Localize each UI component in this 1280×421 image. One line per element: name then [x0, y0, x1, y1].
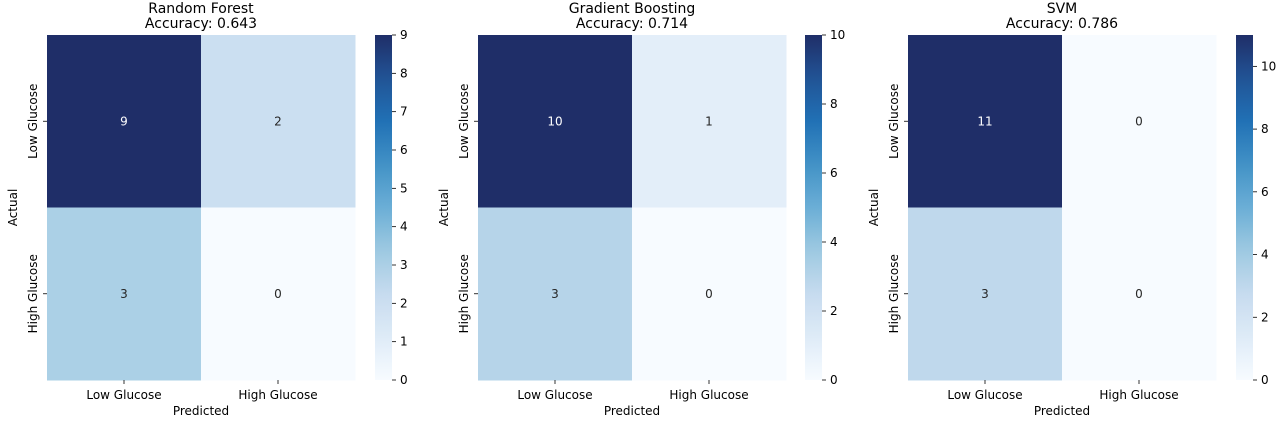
- y-axis-label: Actual: [437, 189, 451, 227]
- colorbar-tick-label: 10: [1261, 59, 1276, 73]
- colorbar-tick-label: 0: [1261, 373, 1269, 387]
- colorbar-tick-label: 8: [1261, 122, 1269, 136]
- colorbar-tick-label: 4: [400, 220, 408, 234]
- colorbar-tick-label: 8: [400, 66, 408, 80]
- cell-value-label: 11: [977, 114, 992, 128]
- heatmap-cell: [47, 207, 202, 381]
- colorbar-tick-label: 0: [400, 373, 408, 387]
- colorbar-tick-label: 5: [400, 181, 408, 195]
- y-axis-label: Actual: [867, 189, 881, 227]
- colorbar-tick-label: 2: [1261, 310, 1269, 324]
- cell-value-label: 0: [1135, 287, 1143, 301]
- y-tick-label: Low Glucose: [457, 84, 471, 159]
- colorbar-tick-label: 3: [400, 258, 408, 272]
- x-tick-label: Low Glucose: [517, 388, 592, 402]
- heatmap-cell: [201, 207, 356, 381]
- x-axis-label: Predicted: [173, 404, 229, 418]
- heatmap-cell: [1062, 35, 1217, 208]
- colorbar-tick-label: 6: [400, 143, 408, 157]
- y-tick-label: Low Glucose: [887, 84, 901, 159]
- y-tick-label: High Glucose: [26, 254, 40, 333]
- chart-title: Random Forest: [148, 1, 254, 17]
- cell-value-label: 0: [1135, 114, 1143, 128]
- chart-title: Gradient Boosting: [569, 1, 696, 17]
- y-tick-label: High Glucose: [887, 254, 901, 333]
- colorbar: [805, 35, 822, 380]
- heatmap-cell: [908, 35, 1063, 208]
- colorbar-tick-label: 4: [830, 235, 838, 249]
- cell-value-label: 9: [120, 114, 128, 128]
- x-axis-label: Predicted: [1034, 404, 1090, 418]
- colorbar-tick-label: 4: [1261, 248, 1269, 262]
- heatmap-cell: [478, 207, 633, 381]
- colorbar-tick-label: 6: [830, 166, 838, 180]
- colorbar-tick-label: 8: [830, 97, 838, 111]
- colorbar-tick-label: 6: [1261, 185, 1269, 199]
- x-axis-label: Predicted: [604, 404, 660, 418]
- heatmap-cell: [478, 35, 633, 208]
- colorbar-tick-label: 7: [400, 105, 408, 119]
- colorbar-tick-label: 9: [400, 28, 408, 42]
- colorbar: [1236, 35, 1253, 380]
- colorbar: [375, 35, 392, 380]
- heatmap-cell: [201, 35, 356, 208]
- colorbar-tick-label: 10: [830, 28, 845, 42]
- heatmap-cell: [632, 35, 787, 208]
- x-tick-label: High Glucose: [669, 388, 748, 402]
- heatmap-cell: [47, 35, 202, 208]
- x-tick-label: Low Glucose: [947, 388, 1022, 402]
- chart-subtitle: Accuracy: 0.714: [576, 16, 688, 32]
- heatmap-cell: [908, 207, 1063, 381]
- y-tick-label: High Glucose: [457, 254, 471, 333]
- y-axis-label: Actual: [6, 189, 20, 227]
- x-tick-label: High Glucose: [238, 388, 317, 402]
- chart-subtitle: Accuracy: 0.643: [145, 16, 257, 32]
- chart-subtitle: Accuracy: 0.786: [1006, 16, 1118, 32]
- x-tick-label: High Glucose: [1099, 388, 1178, 402]
- cell-value-label: 2: [274, 114, 282, 128]
- chart-title: SVM: [1047, 1, 1078, 17]
- colorbar-tick-label: 2: [830, 304, 838, 318]
- colorbar-tick-label: 1: [400, 335, 408, 349]
- colorbar-tick-label: 0: [830, 373, 838, 387]
- cell-value-label: 3: [981, 287, 989, 301]
- cell-value-label: 3: [120, 287, 128, 301]
- cell-value-label: 3: [551, 287, 559, 301]
- cell-value-label: 0: [705, 287, 713, 301]
- y-tick-label: Low Glucose: [26, 84, 40, 159]
- cell-value-label: 10: [547, 114, 562, 128]
- cell-value-label: 1: [705, 114, 713, 128]
- cell-value-label: 0: [274, 287, 282, 301]
- heatmap-cell: [632, 207, 787, 381]
- x-tick-label: Low Glucose: [86, 388, 161, 402]
- heatmap-cell: [1062, 207, 1217, 381]
- colorbar-tick-label: 2: [400, 296, 408, 310]
